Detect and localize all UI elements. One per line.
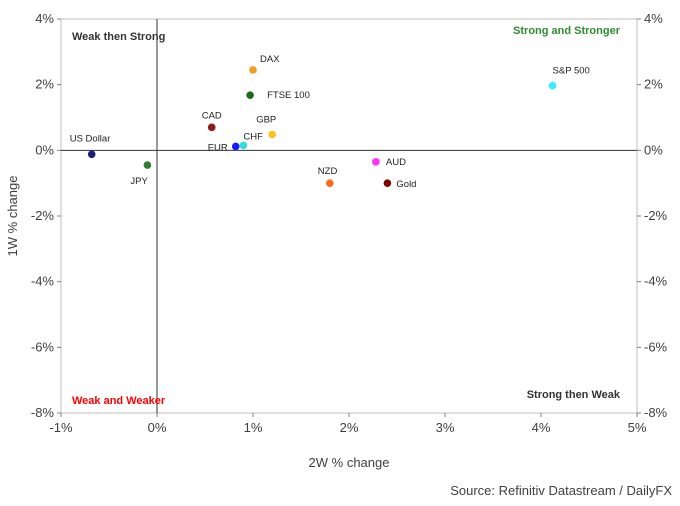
point-nzd <box>326 179 334 187</box>
x-tick-label: -1% <box>49 420 73 435</box>
y-axis-title: 1W % change <box>5 176 20 257</box>
point-label-dax: DAX <box>260 54 280 65</box>
quadrant-top-left-label: Weak then Strong <box>72 31 165 43</box>
y-tick-label-left: -8% <box>31 405 55 420</box>
source-note: Source: Refinitiv Datastream / DailyFX <box>450 483 672 498</box>
x-axis-title: 2W % change <box>309 455 390 470</box>
point-jpy <box>143 161 152 169</box>
axes-layer <box>61 19 637 413</box>
point-label-jpy: JPY <box>130 176 148 187</box>
x-tick-label: 2% <box>340 420 359 435</box>
points-layer: US Dollar JPY CAD EUR CHF DAX FTSE 100 GBP NZD AU… <box>70 54 590 190</box>
x-tick-label: 0% <box>148 420 167 435</box>
ticks-layer: 4% 4%2% 2%0% 0%-2% -2%-4% -4%-6% -6%-8% -8%-1% 0… <box>31 11 668 435</box>
point-s-p-500 <box>548 81 557 90</box>
y-tick-label-left: -6% <box>31 339 55 354</box>
y-tick-label-left: 4% <box>35 11 54 26</box>
x-tick-label: 5% <box>628 420 647 435</box>
y-tick-label-left: -2% <box>31 208 55 223</box>
point-cad <box>207 123 216 132</box>
y-tick-label-right: -2% <box>644 208 668 223</box>
point-us-dollar <box>87 150 96 159</box>
point-ftse-100 <box>246 91 254 99</box>
point-label-chf: CHF <box>243 131 263 142</box>
point-label-us-dollar: US Dollar <box>70 133 111 144</box>
point-chf <box>239 141 248 150</box>
point-label-ftse-100: FTSE 100 <box>267 90 310 101</box>
point-label-gold: Gold <box>396 179 416 190</box>
point-label-aud: AUD <box>386 157 406 168</box>
point-label-nzd: NZD <box>318 166 338 177</box>
x-tick-label: 4% <box>532 420 551 435</box>
y-tick-label-right: -4% <box>644 274 668 289</box>
point-dax <box>249 66 257 74</box>
y-tick-label-left: 0% <box>35 142 54 157</box>
x-tick-label: 3% <box>436 420 455 435</box>
point-gold <box>383 179 392 187</box>
point-label-gbp: GBP <box>256 115 276 126</box>
quadrant-bottom-right-label: Strong then Weak <box>527 389 621 401</box>
y-tick-label-left: 2% <box>35 77 54 92</box>
x-tick-label: 1% <box>244 420 263 435</box>
y-tick-label-right: 0% <box>644 142 663 157</box>
point-eur <box>231 142 240 151</box>
y-tick-label-right: 4% <box>644 11 663 26</box>
point-aud <box>372 158 380 166</box>
quadrant-top-right-label: Strong and Stronger <box>513 25 621 37</box>
y-tick-label-right: 2% <box>644 77 663 92</box>
y-tick-label-left: -4% <box>31 274 55 289</box>
point-label-eur: EUR <box>208 142 228 153</box>
plot-area <box>60 18 638 414</box>
quadrant-bottom-left-label: Weak and Weaker <box>72 395 166 407</box>
y-tick-label-right: -6% <box>644 339 668 354</box>
point-gbp <box>268 130 277 139</box>
point-label-cad: CAD <box>202 110 222 121</box>
point-label-s-p-500: S&P 500 <box>553 66 590 77</box>
y-tick-label-right: -8% <box>644 405 668 420</box>
